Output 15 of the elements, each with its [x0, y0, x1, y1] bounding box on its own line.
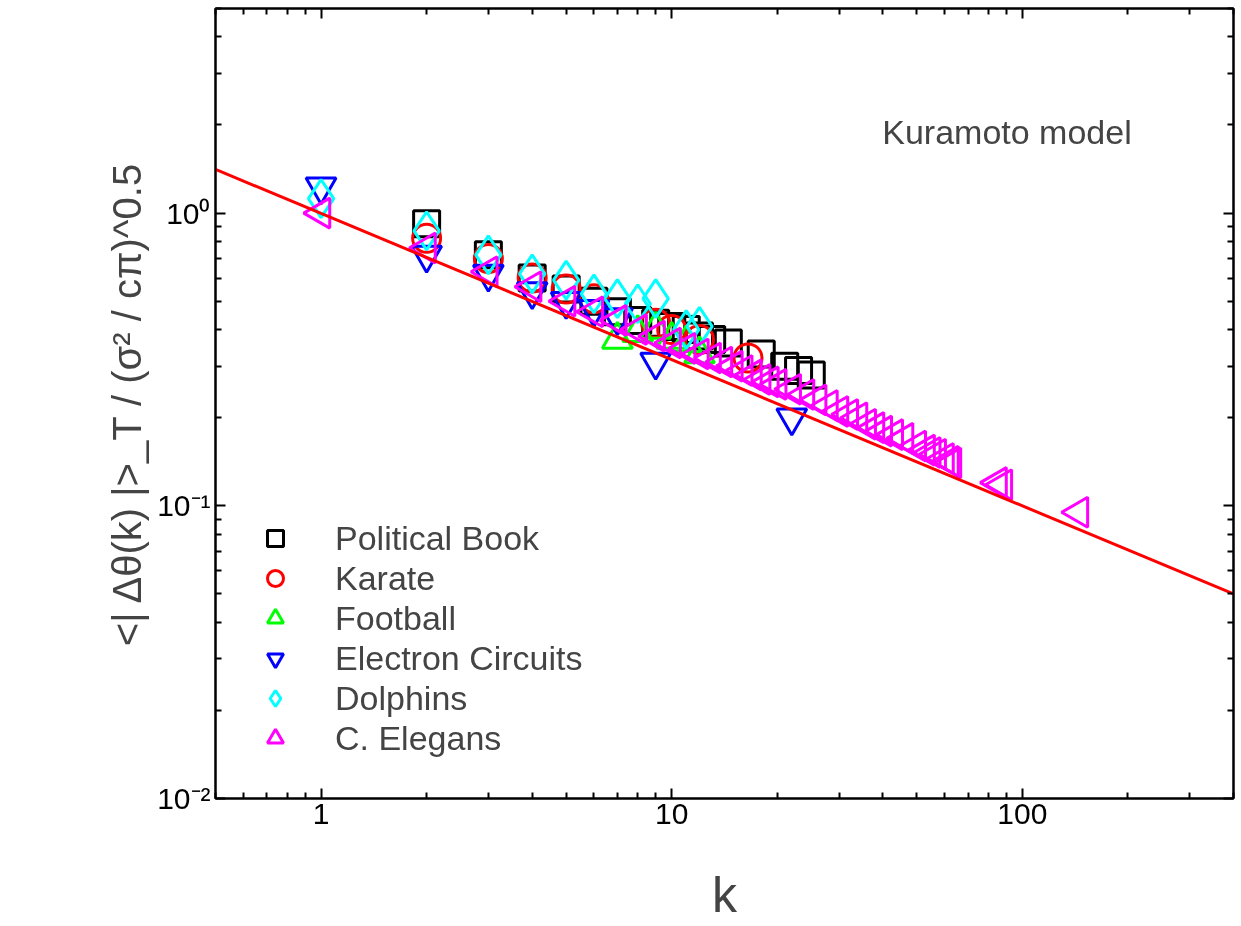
legend-label: C. Elegans — [335, 718, 502, 758]
x-tick-label: 100 — [997, 796, 1048, 830]
legend-label: Electron Circuits — [335, 638, 583, 678]
x-tick-label: 1 — [312, 796, 330, 830]
x-axis-title: k — [712, 866, 738, 923]
x-tick-label: 10 — [655, 796, 689, 830]
y-tick-label: 10⁻¹ — [157, 489, 211, 523]
legend-label: Football — [335, 598, 456, 638]
y-tick-label: 10⁻² — [157, 782, 211, 815]
legend-label: Political Book — [335, 518, 540, 558]
legend-label: Karate — [335, 558, 436, 598]
y-tick-label: 10⁰ — [166, 196, 211, 230]
annotation: Kuramoto model — [882, 112, 1132, 151]
y-axis-title: <| Δθ(k) |>_T / (σ² / cπ)^0.5 — [105, 163, 150, 647]
legend-label: Dolphins — [335, 678, 468, 718]
